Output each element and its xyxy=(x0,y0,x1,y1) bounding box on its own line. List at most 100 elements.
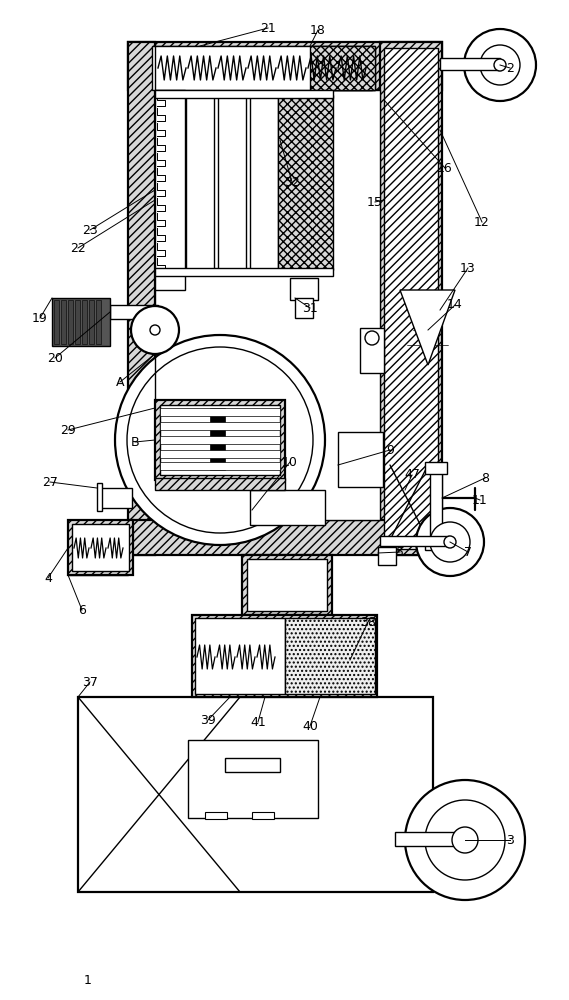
Bar xyxy=(380,536,450,546)
Bar xyxy=(160,462,280,470)
Text: 12: 12 xyxy=(474,216,490,229)
Text: 29: 29 xyxy=(60,424,76,436)
Bar xyxy=(242,555,332,615)
Text: 40: 40 xyxy=(302,720,318,732)
Bar xyxy=(155,400,285,480)
Text: 32: 32 xyxy=(284,176,300,188)
Text: 19: 19 xyxy=(32,312,48,324)
Text: 7: 7 xyxy=(464,546,472,558)
Bar xyxy=(100,488,132,508)
Text: 5: 5 xyxy=(396,546,404,558)
Bar xyxy=(160,450,280,458)
Bar xyxy=(384,48,438,549)
Bar xyxy=(52,298,110,346)
Bar xyxy=(82,300,87,344)
Bar xyxy=(128,42,155,555)
Bar xyxy=(61,300,66,344)
Bar xyxy=(160,436,280,444)
Bar xyxy=(378,547,396,565)
Text: 16: 16 xyxy=(437,161,453,174)
Bar xyxy=(205,812,227,819)
Bar xyxy=(188,740,318,818)
Bar xyxy=(186,95,214,270)
Circle shape xyxy=(405,780,525,900)
Bar xyxy=(78,697,433,892)
Text: 31: 31 xyxy=(302,302,318,314)
Bar xyxy=(295,298,313,318)
Bar xyxy=(128,520,442,555)
Circle shape xyxy=(452,827,478,853)
Bar xyxy=(128,42,442,90)
Bar xyxy=(195,618,285,694)
Text: 37: 37 xyxy=(82,676,98,688)
Bar xyxy=(155,90,380,520)
Text: A: A xyxy=(116,375,124,388)
Bar xyxy=(218,95,246,270)
Bar xyxy=(310,46,375,90)
Text: 41: 41 xyxy=(250,716,266,728)
Bar xyxy=(152,46,372,90)
Text: 47: 47 xyxy=(404,468,420,482)
Text: 27: 27 xyxy=(42,476,58,488)
Bar xyxy=(54,300,59,344)
Bar xyxy=(250,490,325,525)
Bar xyxy=(160,422,280,430)
Text: 4: 4 xyxy=(44,572,52,584)
Bar xyxy=(285,618,375,694)
Text: 21: 21 xyxy=(260,21,276,34)
Bar xyxy=(430,470,442,545)
Bar xyxy=(290,278,318,300)
Text: 39: 39 xyxy=(200,714,216,726)
Bar xyxy=(425,462,447,474)
Bar xyxy=(250,95,278,270)
Circle shape xyxy=(115,335,325,545)
Bar xyxy=(68,300,73,344)
Text: 23: 23 xyxy=(82,224,98,236)
Bar xyxy=(110,305,158,319)
Bar xyxy=(278,95,333,270)
Text: 9: 9 xyxy=(386,444,394,456)
Text: 11: 11 xyxy=(472,493,488,506)
Text: 6: 6 xyxy=(78,603,86,616)
Bar xyxy=(247,559,327,611)
Circle shape xyxy=(416,508,484,576)
Bar xyxy=(440,58,500,70)
Bar xyxy=(210,408,225,470)
Text: B: B xyxy=(131,436,139,448)
Circle shape xyxy=(425,800,505,880)
Bar xyxy=(155,90,185,290)
Bar xyxy=(89,300,94,344)
Text: 3: 3 xyxy=(506,834,514,846)
Circle shape xyxy=(430,522,470,562)
Circle shape xyxy=(464,29,536,101)
Bar xyxy=(192,615,377,697)
Bar xyxy=(160,408,280,416)
Text: 1: 1 xyxy=(84,974,92,986)
Circle shape xyxy=(444,536,456,548)
Bar xyxy=(96,300,101,344)
Text: 10: 10 xyxy=(282,456,298,468)
Bar xyxy=(155,46,375,90)
Bar xyxy=(68,520,133,575)
Bar xyxy=(252,812,274,819)
Text: 38: 38 xyxy=(360,615,376,629)
Text: 2: 2 xyxy=(506,62,514,75)
Bar xyxy=(155,268,333,276)
Bar xyxy=(225,758,280,772)
Circle shape xyxy=(494,59,506,71)
Bar xyxy=(338,432,383,487)
Circle shape xyxy=(150,325,160,335)
Bar xyxy=(155,90,333,98)
Bar xyxy=(160,405,280,475)
Circle shape xyxy=(480,45,520,85)
Text: 14: 14 xyxy=(447,298,463,312)
Bar xyxy=(72,524,129,571)
Circle shape xyxy=(131,306,179,354)
Bar xyxy=(395,832,465,846)
Text: 18: 18 xyxy=(310,23,326,36)
Text: 13: 13 xyxy=(460,261,476,274)
Circle shape xyxy=(365,331,379,345)
Text: 8: 8 xyxy=(481,472,489,485)
Bar xyxy=(360,328,384,373)
Bar xyxy=(425,542,447,550)
